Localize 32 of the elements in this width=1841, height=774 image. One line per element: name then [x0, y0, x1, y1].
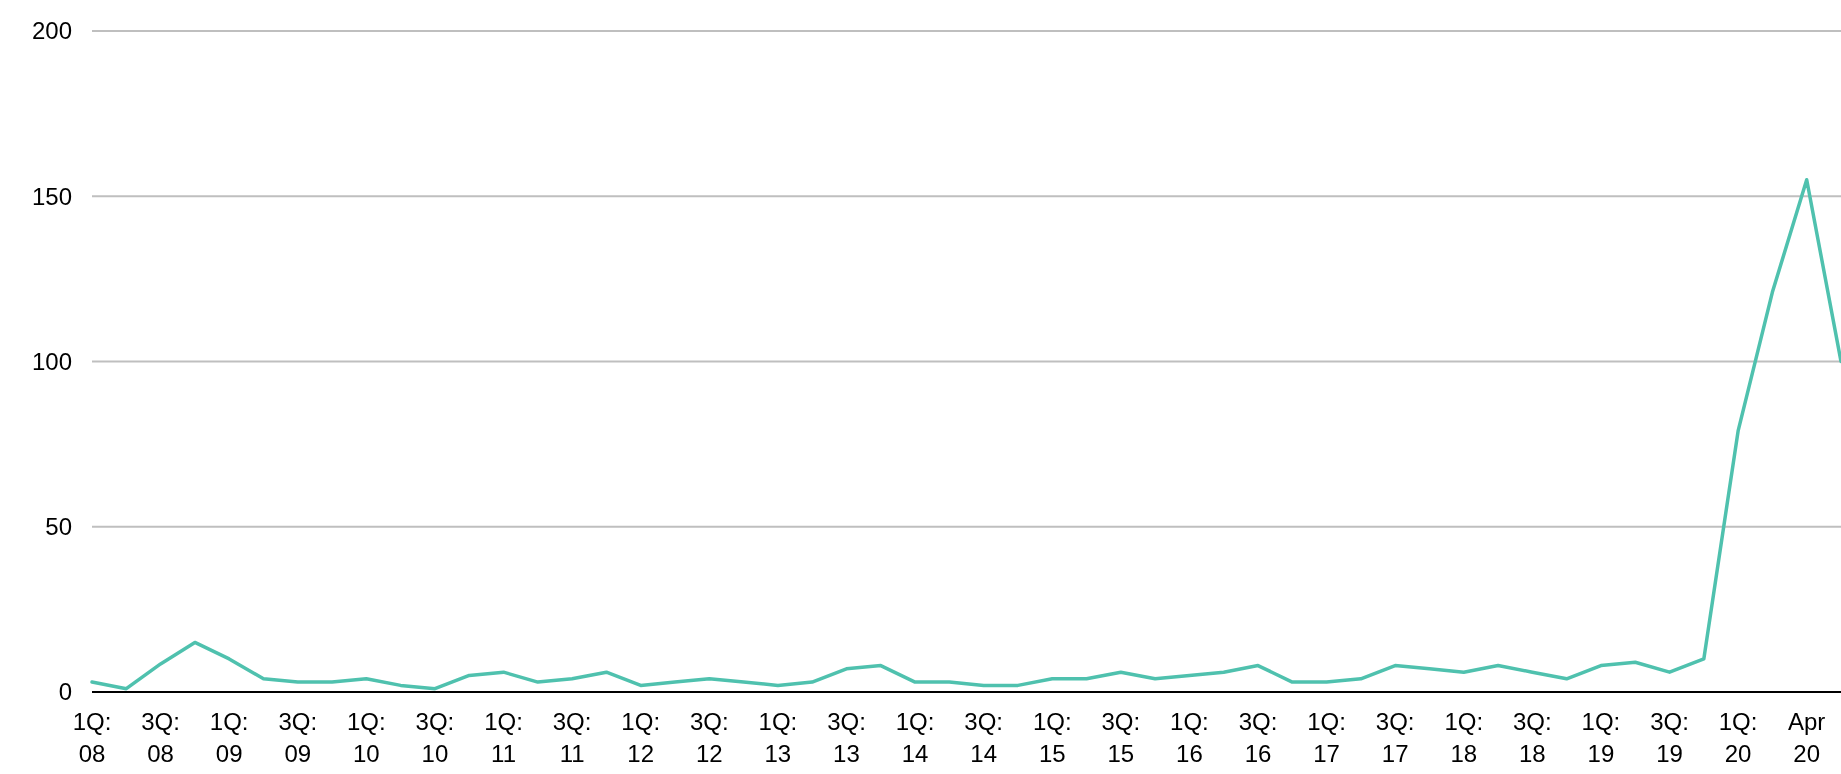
x-tick-label: 1Q: 20	[1718, 708, 1758, 767]
x-tick-label: 1Q: 08	[72, 708, 112, 767]
y-tick-label: 200	[31, 17, 72, 45]
x-tick-label: 3Q: 13	[827, 708, 866, 767]
x-tick-label: 3Q: 08	[141, 708, 180, 767]
y-tick-label: 50	[45, 513, 72, 541]
x-tick-label: 3Q: 15	[1101, 708, 1141, 767]
x-tick-label: 1Q: 14	[895, 708, 935, 767]
x-tick-label: 1Q: 11	[484, 708, 523, 767]
x-tick-label: 3Q: 12	[689, 708, 729, 767]
x-tick-label: 3Q: 11	[552, 708, 592, 767]
x-tick-label: 3Q: 10	[415, 708, 455, 767]
y-tick-label: 150	[31, 182, 72, 210]
x-tick-label: 3Q: 17	[1375, 708, 1415, 767]
x-tick-label: 1Q: 16	[1170, 708, 1209, 767]
line-series	[90, 177, 1841, 691]
x-tick-label: 1Q: 10	[347, 708, 386, 767]
x-tick-label: 1Q: 09	[209, 708, 249, 767]
x-tick-label: Apr 20	[1788, 708, 1826, 767]
x-tick-label: 3Q: 14	[964, 708, 1003, 767]
y-tick-label: 100	[31, 347, 72, 375]
x-tick-label: 1Q: 19	[1581, 708, 1621, 767]
x-tick-label: 1Q: 15	[1032, 708, 1072, 767]
y-tick-label: 0	[58, 678, 72, 706]
x-tick-label: 1Q: 13	[758, 708, 798, 767]
x-tick-label: 3Q: 09	[278, 708, 318, 767]
x-tick-label: 1Q: 17	[1307, 708, 1346, 767]
x-tick-label: 3Q: 16	[1238, 708, 1278, 767]
x-tick-label: 1Q: 12	[621, 708, 661, 767]
x-tick-label: 1Q: 18	[1444, 708, 1484, 767]
x-tick-label: 3Q: 18	[1513, 708, 1552, 767]
x-tick-label: 3Q: 19	[1650, 708, 1689, 767]
